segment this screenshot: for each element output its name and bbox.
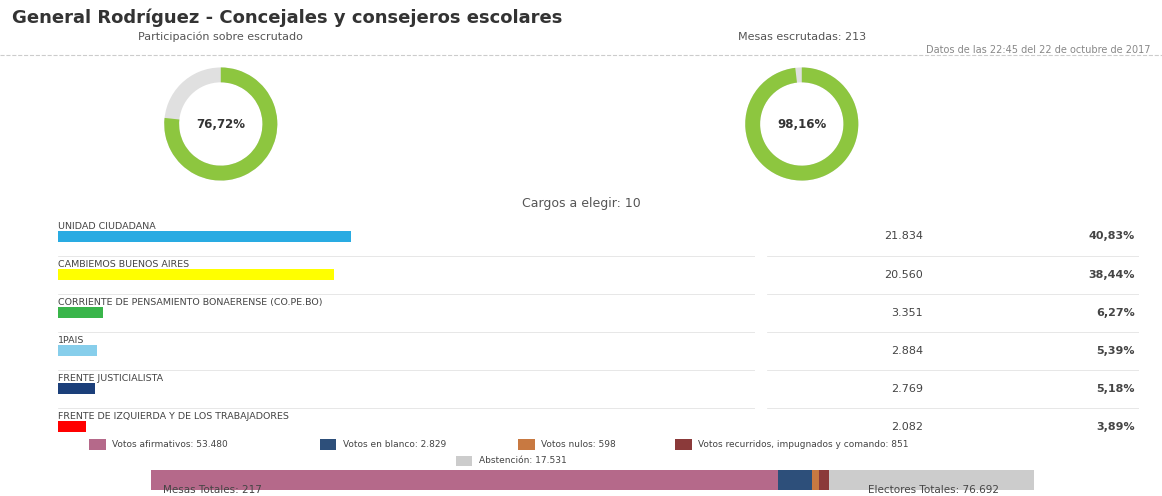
- Text: Votos nulos: 598: Votos nulos: 598: [541, 440, 616, 449]
- Text: 38,44%: 38,44%: [1089, 269, 1135, 280]
- Text: 2.082: 2.082: [891, 422, 923, 432]
- Text: 3,89%: 3,89%: [1097, 422, 1135, 432]
- Text: Votos recurridos, impugnados y comando: 851: Votos recurridos, impugnados y comando: …: [698, 440, 909, 449]
- Text: 5,18%: 5,18%: [1097, 383, 1135, 394]
- Wedge shape: [164, 67, 278, 181]
- Bar: [58, 269, 333, 280]
- Text: Votos en blanco: 2.829: Votos en blanco: 2.829: [343, 440, 446, 449]
- Bar: [675, 439, 691, 449]
- Text: UNIDAD CIUDADANA: UNIDAD CIUDADANA: [58, 222, 156, 231]
- Text: Electores Totales: 76.692: Electores Totales: 76.692: [868, 485, 999, 495]
- Text: Cargos a elegir: 10: Cargos a elegir: 10: [522, 197, 640, 210]
- Bar: [151, 470, 779, 490]
- Bar: [518, 439, 535, 449]
- Bar: [829, 470, 1034, 490]
- Bar: [89, 439, 106, 449]
- Bar: [779, 470, 811, 490]
- Bar: [58, 345, 96, 356]
- Text: 98,16%: 98,16%: [777, 118, 826, 130]
- Bar: [58, 307, 103, 318]
- Text: 76,72%: 76,72%: [196, 118, 245, 130]
- Text: Mesas escrutadas: 213: Mesas escrutadas: 213: [738, 32, 866, 42]
- Wedge shape: [745, 67, 859, 181]
- Text: 1PAIS: 1PAIS: [58, 336, 85, 345]
- Text: General Rodríguez - Concejales y consejeros escolares: General Rodríguez - Concejales y conseje…: [12, 9, 562, 27]
- Wedge shape: [164, 67, 278, 181]
- Bar: [58, 383, 95, 394]
- Bar: [818, 470, 829, 490]
- Wedge shape: [745, 67, 859, 181]
- Bar: [320, 439, 336, 449]
- Text: CORRIENTE DE PENSAMIENTO BONAERENSE (CO.PE.BO): CORRIENTE DE PENSAMIENTO BONAERENSE (CO.…: [58, 298, 323, 307]
- Text: 5,39%: 5,39%: [1097, 346, 1135, 356]
- Bar: [456, 455, 472, 466]
- Text: Participación sobre escrutado: Participación sobre escrutado: [138, 32, 303, 42]
- Text: 6,27%: 6,27%: [1096, 308, 1135, 317]
- Text: Datos de las 22:45 del 22 de octubre de 2017: Datos de las 22:45 del 22 de octubre de …: [926, 45, 1150, 55]
- Text: 3.351: 3.351: [891, 308, 923, 317]
- Bar: [58, 231, 351, 242]
- Bar: [58, 421, 86, 432]
- Text: Mesas Totales: 217: Mesas Totales: 217: [163, 485, 261, 495]
- Bar: [811, 470, 818, 490]
- Text: 21.834: 21.834: [884, 232, 923, 242]
- Text: CAMBIEMOS BUENOS AIRES: CAMBIEMOS BUENOS AIRES: [58, 260, 189, 269]
- Text: FRENTE JUSTICIALISTA: FRENTE JUSTICIALISTA: [58, 374, 163, 383]
- Text: 2.769: 2.769: [891, 383, 923, 394]
- Text: FRENTE DE IZQUIERDA Y DE LOS TRABAJADORES: FRENTE DE IZQUIERDA Y DE LOS TRABAJADORE…: [58, 412, 289, 421]
- Text: 2.884: 2.884: [891, 346, 923, 356]
- Text: Abstención: 17.531: Abstención: 17.531: [479, 456, 566, 465]
- Text: Votos afirmativos: 53.480: Votos afirmativos: 53.480: [113, 440, 228, 449]
- Text: 20.560: 20.560: [884, 269, 923, 280]
- Text: 40,83%: 40,83%: [1089, 232, 1135, 242]
